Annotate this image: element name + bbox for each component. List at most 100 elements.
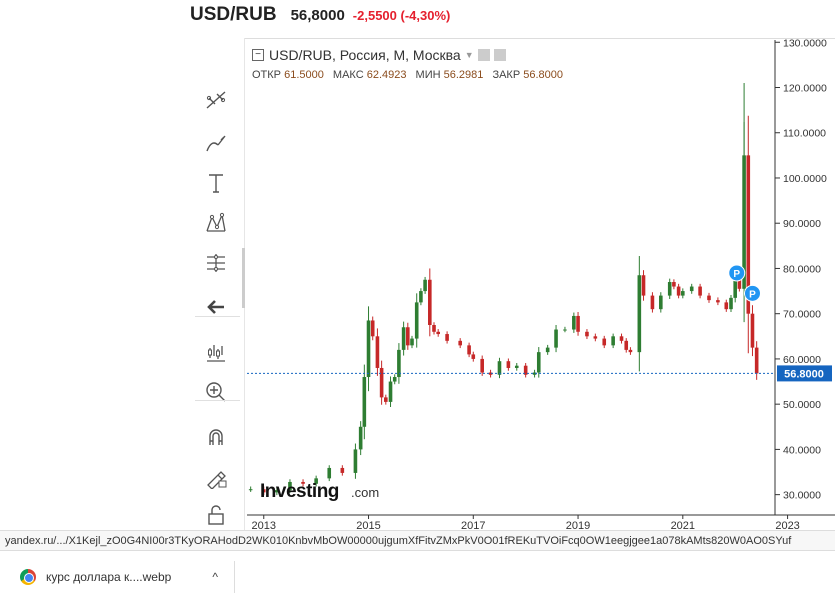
chart-legend-title[interactable]: − USD/RUB, Россия, M, Москва ▼ xyxy=(252,47,506,63)
candle-body xyxy=(659,295,663,310)
candle-body xyxy=(436,331,440,335)
candle-body xyxy=(327,467,332,479)
y-tick-label: 130.0000 xyxy=(783,37,827,49)
event-marker-label: P xyxy=(733,269,740,280)
candle-body xyxy=(593,336,598,339)
candle-body xyxy=(445,334,449,341)
investing-logo-suffix: .com xyxy=(351,485,379,500)
text-tool[interactable] xyxy=(190,166,242,200)
trend-line-tool[interactable] xyxy=(190,83,242,117)
low-value: 56.2981 xyxy=(443,69,484,81)
open-value: 61.5000 xyxy=(284,69,324,81)
candle-body xyxy=(716,300,720,303)
y-tick-label: 110.0000 xyxy=(783,128,826,140)
candle-body xyxy=(572,315,576,330)
close-label: ЗАКР xyxy=(492,69,521,81)
brush-tool[interactable] xyxy=(190,126,242,160)
measure-tool[interactable] xyxy=(190,246,242,280)
chevron-down-icon[interactable]: ▼ xyxy=(464,50,474,60)
x-tick-label: 2015 xyxy=(356,520,380,530)
y-tick-label: 40.0000 xyxy=(783,444,821,456)
candle-body xyxy=(611,336,615,346)
candle-body xyxy=(419,291,423,303)
candle-body xyxy=(301,481,305,484)
download-item[interactable]: курс доллара к....webp ^ xyxy=(10,561,235,593)
back-tool[interactable] xyxy=(190,290,242,324)
toolbar-divider xyxy=(195,316,240,317)
y-tick-label: 120.0000 xyxy=(783,83,827,95)
unlock-icon xyxy=(208,505,224,525)
toolbar-scrollbar[interactable] xyxy=(242,248,245,308)
candle-body xyxy=(689,286,694,292)
candle-body xyxy=(392,377,397,382)
candle-body xyxy=(532,372,537,375)
quote-symbol: USD/RUB xyxy=(190,4,277,25)
trend-line-icon xyxy=(206,91,226,109)
text-icon xyxy=(209,174,223,193)
last-price-label: 56.8000 xyxy=(784,368,824,380)
back-arrow-icon xyxy=(207,300,224,314)
ohlc-readout: ОТКР 61.5000 МАКС 62.4923 МИН 56.2981 ЗА… xyxy=(252,69,569,81)
indicators-tool[interactable] xyxy=(190,335,242,369)
zoom-tool[interactable] xyxy=(190,375,242,409)
candle-body xyxy=(414,302,419,339)
close-icon[interactable] xyxy=(493,49,506,61)
download-filename: курс доллара к....webp xyxy=(46,570,172,584)
event-marker-label: P xyxy=(749,289,756,300)
settings-icon[interactable] xyxy=(477,49,490,61)
candle-body xyxy=(667,282,672,296)
candle-body xyxy=(384,397,388,402)
toolbar-divider xyxy=(195,400,240,401)
candle-body xyxy=(514,365,519,368)
candle-body xyxy=(362,377,367,427)
candle-body xyxy=(370,320,375,337)
lock-drawings-tool[interactable] xyxy=(190,460,242,494)
candle-body xyxy=(471,354,476,359)
candle-body xyxy=(628,349,633,353)
pattern-tool[interactable] xyxy=(190,206,242,240)
candle-body xyxy=(288,481,292,491)
candle-body xyxy=(401,327,406,350)
legend-title-text: USD/RUB, Россия, M, Москва xyxy=(269,47,461,63)
y-tick-label: 70.0000 xyxy=(783,309,821,321)
candle-body xyxy=(248,489,253,491)
candle-body xyxy=(750,313,755,348)
close-value: 56.8000 xyxy=(523,69,564,81)
last-price-badge xyxy=(777,365,832,382)
y-tick-label: 90.0000 xyxy=(783,218,821,230)
magnet-icon xyxy=(209,429,223,445)
high-value: 62.4923 xyxy=(366,69,407,81)
candle-body xyxy=(458,340,462,346)
unlock-tool[interactable] xyxy=(190,498,242,532)
candle-body xyxy=(698,286,702,296)
download-shelf: курс доллара к....webp ^ xyxy=(0,550,835,602)
collapse-icon[interactable]: − xyxy=(252,49,264,61)
magnet-tool[interactable] xyxy=(190,420,242,454)
candle-body xyxy=(672,282,676,287)
x-tick-label: 2021 xyxy=(671,520,695,530)
candle-body xyxy=(746,155,751,314)
candle-body xyxy=(467,345,471,355)
price-chart[interactable]: 30.0000 40.0000 50.0000 60.0000 70.0000 80.00… xyxy=(0,0,835,530)
y-tick-label: 50.0000 xyxy=(783,399,821,411)
candle-body xyxy=(576,315,580,332)
candle-body xyxy=(650,295,655,310)
quote-price: 56,8000 xyxy=(290,7,345,24)
candle-body xyxy=(261,489,266,493)
candle-body xyxy=(340,467,345,473)
low-label: МИН xyxy=(415,69,441,81)
candle-body xyxy=(423,279,427,292)
chevron-up-icon[interactable]: ^ xyxy=(212,570,218,584)
x-tick-label: 2017 xyxy=(461,520,485,530)
candle-body xyxy=(379,367,384,398)
candle-body xyxy=(358,426,363,450)
candle-body xyxy=(637,275,642,353)
y-tick-label: 30.0000 xyxy=(783,490,821,502)
candle-body xyxy=(410,338,414,346)
candle-body xyxy=(506,361,511,368)
candle-body xyxy=(676,286,681,296)
candle-body xyxy=(754,347,759,374)
drawing-toolbar xyxy=(190,38,245,556)
open-label: ОТКР xyxy=(252,69,282,81)
